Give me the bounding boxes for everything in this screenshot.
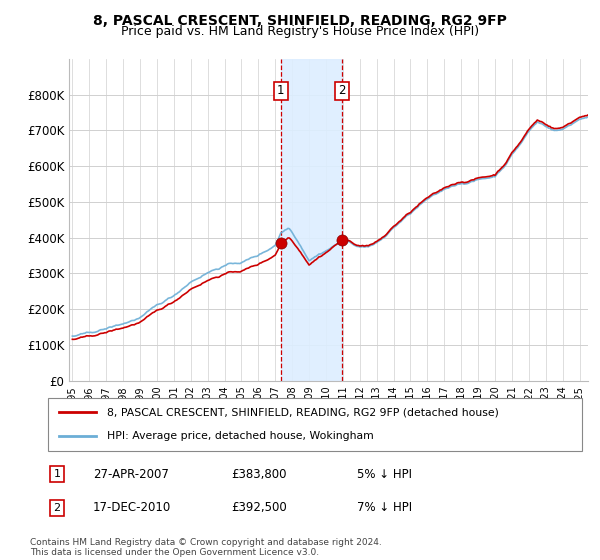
Text: HPI: Average price, detached house, Wokingham: HPI: Average price, detached house, Woki… [107,431,373,441]
Text: 1: 1 [277,85,284,97]
Text: £383,800: £383,800 [231,468,287,481]
Text: 2: 2 [338,85,346,97]
Text: 8, PASCAL CRESCENT, SHINFIELD, READING, RG2 9FP: 8, PASCAL CRESCENT, SHINFIELD, READING, … [93,14,507,28]
Bar [281,59,342,381]
Text: 5% ↓ HPI: 5% ↓ HPI [357,468,412,481]
Text: 1: 1 [53,469,61,479]
Text: Contains HM Land Registry data © Crown copyright and database right 2024.
This d: Contains HM Land Registry data © Crown c… [30,538,382,557]
Text: £392,500: £392,500 [231,501,287,515]
Text: 7% ↓ HPI: 7% ↓ HPI [357,501,412,515]
Text: 27-APR-2007: 27-APR-2007 [93,468,169,481]
Text: 2: 2 [53,503,61,513]
Text: 8, PASCAL CRESCENT, SHINFIELD, READING, RG2 9FP (detached house): 8, PASCAL CRESCENT, SHINFIELD, READING, … [107,408,499,418]
Text: Price paid vs. HM Land Registry's House Price Index (HPI): Price paid vs. HM Land Registry's House … [121,25,479,38]
Text: 17-DEC-2010: 17-DEC-2010 [93,501,171,515]
